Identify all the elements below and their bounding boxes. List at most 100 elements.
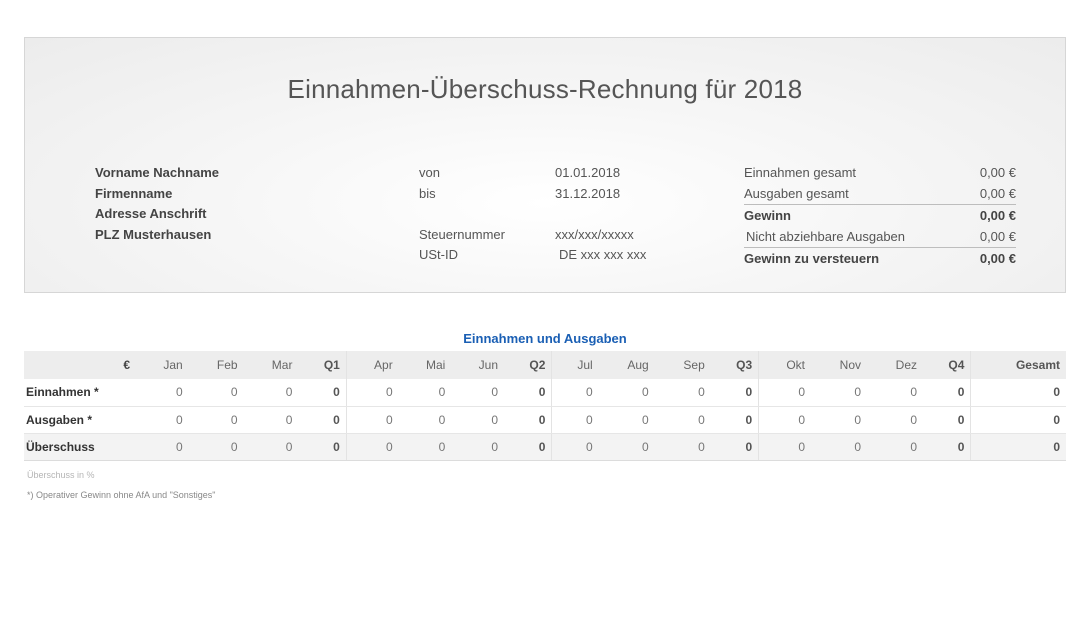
table-cell: 0 [551,406,599,434]
summary-expenses: Ausgaben gesamt 0,00 € [744,186,1016,201]
table-cell: 0 [710,406,760,434]
column-header: Q2 [504,351,553,379]
period-values: 01.01.2018 31.12.2018 xxx/xxx/xxxxx DE x… [555,163,646,266]
table-cell: 0 [923,379,972,407]
column-header: Aug [598,351,655,379]
summary-non-deductible: Nicht abziehbare Ausgaben 0,00 € [746,229,1016,244]
table-cell: 0 [867,433,923,461]
table-cell: 0 [598,433,655,461]
table-cell: 0 [710,433,760,461]
table-cell: 0 [346,406,399,434]
table-row: Ausgaben * 0 0 0 0 0 0 0 0 0 0 0 0 0 0 0 0 0 [24,406,1066,434]
table-cell: 0 [758,406,811,434]
table-cell: 0 [136,433,189,461]
table-cell: 0 [551,433,599,461]
column-header: Nov [811,351,867,379]
column-header: Jun [451,351,505,379]
table-cell: 0 [970,379,1066,407]
address-city: PLZ Musterhausen [95,226,212,242]
table-cell: 0 [811,433,867,461]
footnote: *) Operativer Gewinn ohne AfA und "Sonst… [27,490,216,500]
value-spacer [555,204,646,225]
label-spacer [419,204,505,225]
table-cell: 0 [398,379,452,407]
address-company: Firmenname [95,185,173,201]
column-header: Mar [243,351,299,379]
table-cell: 0 [970,433,1066,461]
table-cell: 0 [867,379,923,407]
table-cell: 0 [551,379,599,407]
table-cell: 0 [188,433,244,461]
table-cell: 0 [598,379,655,407]
table-cell: 0 [504,379,553,407]
surplus-percent-note: Überschuss in % [27,470,95,480]
table-cell: 0 [346,433,399,461]
table-cell: 0 [243,406,299,434]
table-cell: 0 [970,406,1066,434]
table-cell: 0 [298,406,347,434]
row-label: Ausgaben * [24,406,136,434]
column-header: Sep [654,351,711,379]
table-cell: 0 [654,379,711,407]
table-title: Einnahmen und Ausgaben [463,331,627,346]
address-street: Adresse Anschrift [95,206,207,221]
column-header: Mai [398,351,452,379]
table-cell: 0 [136,406,189,434]
value-tax-number: xxx/xxx/xxxxx [555,226,634,242]
column-header: Jan [136,351,189,379]
summary-income: Einnahmen gesamt 0,00 € [744,165,1016,180]
table-cell: 0 [136,379,189,407]
table-cell: 0 [654,406,711,434]
column-header: Gesamt [970,351,1066,379]
column-header: Q4 [923,351,972,379]
table-cell: 0 [398,433,452,461]
column-header: Apr [346,351,399,379]
table-cell: 0 [451,433,505,461]
table-cell: 0 [346,379,399,407]
table-cell: 0 [710,379,760,407]
address-name: Vorname Nachname [95,165,220,180]
period-labels: von bis Steuernummer USt-ID [419,163,505,266]
label-tax-number: Steuernummer [419,226,505,242]
table-cell: 0 [243,379,299,407]
value-from: 01.01.2018 [555,165,621,180]
table-cell: 0 [758,379,811,407]
row-label: Überschuss [24,433,136,461]
report-header: Einnahmen-Überschuss-Rechnung für 2018 V… [24,37,1066,293]
table-cell: 0 [298,379,347,407]
table-cell: 0 [298,433,347,461]
table-row: Einnahmen * 0 0 0 0 0 0 0 0 0 0 0 0 0 0 0 0 0 [24,379,1066,407]
summary-taxable-profit: Gewinn zu versteuern 0,00 € [744,247,1016,269]
table-cell: 0 [923,433,972,461]
currency-header: € [24,351,136,379]
column-header: Q1 [298,351,347,379]
label-vat-id: USt-ID [419,247,458,262]
table-cell: 0 [598,406,655,434]
table-cell: 0 [811,379,867,407]
table-row: Überschuss 0 0 0 0 0 0 0 0 0 0 0 0 0 0 0 0 0 [24,433,1066,461]
table-cell: 0 [654,433,711,461]
label-to: bis [419,185,436,201]
table-cell: 0 [188,406,244,434]
table-cell: 0 [188,379,244,407]
table-header-row: € Jan Feb Mar Q1 Apr Mai Jun Q2 Jul Aug Sep Q3 Okt No… [24,351,1066,379]
value-vat-id: DE xxx xxx xxx [559,247,647,262]
column-header: Jul [551,351,599,379]
page-title: Einnahmen-Überschuss-Rechnung für 2018 [287,74,803,104]
table-cell: 0 [398,406,452,434]
table-cell: 0 [504,406,553,434]
column-header: Q3 [710,351,760,379]
income-expense-table: € Jan Feb Mar Q1 Apr Mai Jun Q2 Jul Aug Sep Q3 Okt No… [24,351,1066,461]
table-cell: 0 [504,433,553,461]
table-cell: 0 [867,406,923,434]
summary-profit: Gewinn 0,00 € [744,204,1016,226]
table-cell: 0 [451,406,505,434]
table-cell: 0 [923,406,972,434]
table-cell: 0 [758,433,811,461]
table-cell: 0 [451,379,505,407]
summary-block: Einnahmen gesamt 0,00 € Ausgaben gesamt … [744,162,1016,269]
table-cell: 0 [243,433,299,461]
column-header: Okt [758,351,811,379]
address-block: Vorname Nachname Firmenname Adresse Ansc… [95,163,219,245]
row-label: Einnahmen * [24,379,136,407]
